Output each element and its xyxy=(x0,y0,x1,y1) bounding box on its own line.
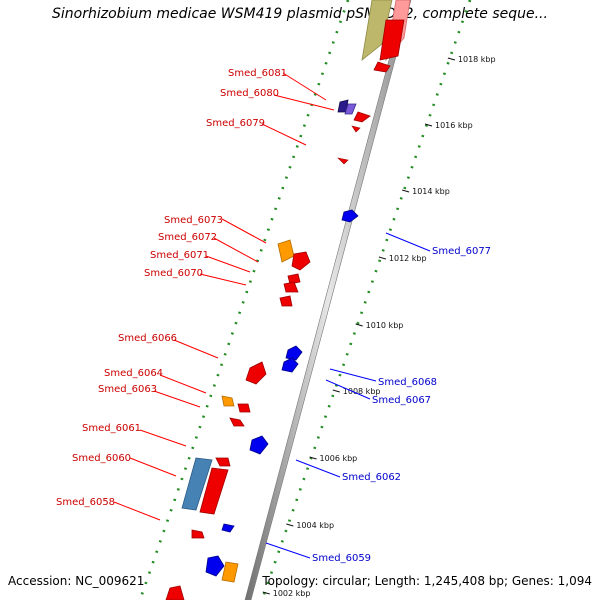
label-smed-6070[interactable]: Smed_6070 xyxy=(144,268,203,279)
ruler-tick xyxy=(286,523,294,527)
label-smed-6067[interactable]: Smed_6067 xyxy=(372,395,431,406)
gene-blue-bottom[interactable] xyxy=(205,555,225,577)
gene-smed-6066[interactable] xyxy=(245,361,267,385)
gene-smed-6064[interactable] xyxy=(221,395,235,407)
leader-smed-6060 xyxy=(129,457,177,477)
gene-red-c[interactable] xyxy=(279,295,293,307)
label-smed-6072[interactable]: Smed_6072 xyxy=(158,232,217,243)
gene-smed-6059[interactable] xyxy=(221,523,235,533)
outer-dotted-ruler xyxy=(260,0,472,600)
gene-smed-6067[interactable] xyxy=(281,357,299,373)
leader-smed-6077 xyxy=(385,232,431,252)
leader-smed-6067 xyxy=(325,379,371,400)
ruler-tick xyxy=(378,256,387,260)
label-smed-6066[interactable]: Smed_6066 xyxy=(118,333,177,344)
genome-backbone xyxy=(244,0,412,600)
gene-red-top[interactable] xyxy=(379,19,405,61)
leader-smed-6058 xyxy=(113,501,161,521)
leader-smed-6071 xyxy=(205,255,251,273)
leader-smed-6068 xyxy=(329,368,377,382)
gene-features xyxy=(165,0,411,600)
ruler-tick xyxy=(332,389,340,393)
gene-smed-6070[interactable] xyxy=(283,281,299,293)
leader-smed-6081 xyxy=(282,72,327,101)
gene-smed-6077[interactable] xyxy=(341,209,359,223)
label-smed-6080[interactable]: Smed_6080 xyxy=(220,88,279,99)
ruler-tick-label: 1002 kbp xyxy=(273,589,311,598)
gene-orange-bottom[interactable] xyxy=(221,561,239,583)
label-smed-6064[interactable]: Smed_6064 xyxy=(104,368,163,379)
leader-smed-6064 xyxy=(159,374,207,394)
gene-smed-6060-blue[interactable] xyxy=(181,457,213,511)
ruler-tick-label: 1010 kbp xyxy=(366,321,404,330)
gene-smed-6079[interactable] xyxy=(351,125,361,133)
leader-smed-6059 xyxy=(265,542,311,559)
label-smed-6073[interactable]: Smed_6073 xyxy=(164,215,223,226)
ruler-tick xyxy=(424,123,433,127)
label-smed-6058[interactable]: Smed_6058 xyxy=(56,497,115,508)
leader-smed-6073 xyxy=(221,218,267,244)
label-smed-6081[interactable]: Smed_6081 xyxy=(228,68,287,79)
gene-smed-6063[interactable] xyxy=(237,403,251,413)
leader-smed-6070 xyxy=(199,273,247,286)
gene-red-d[interactable] xyxy=(229,417,245,427)
ruler-tick xyxy=(262,591,270,595)
gene-smed-6058[interactable] xyxy=(191,529,205,539)
map-title: Sinorhizobium medicae WSM419 plasmid pSM… xyxy=(52,6,548,22)
ruler-tick-label: 1018 kbp xyxy=(458,55,496,64)
leader-smed-6061 xyxy=(139,429,187,447)
label-smed-6063[interactable]: Smed_6063 xyxy=(98,384,157,395)
label-smed-6071[interactable]: Smed_6071 xyxy=(150,250,209,261)
gene-smed-6071[interactable] xyxy=(287,273,301,285)
reverse-gene-labels: Smed_6077 Smed_6068 Smed_6067 Smed_6062 … xyxy=(265,232,491,564)
inner-dotted-ruler xyxy=(138,0,350,600)
ruler-tick-label: 1014 kbp xyxy=(412,187,450,196)
label-smed-6062[interactable]: Smed_6062 xyxy=(342,472,401,483)
accession-text: Accession: NC_009621 xyxy=(8,574,145,588)
gene-red-small-top[interactable] xyxy=(373,61,391,73)
gene-red-tiny[interactable] xyxy=(337,157,349,165)
label-smed-6059[interactable]: Smed_6059 xyxy=(312,553,371,564)
gene-smed-6081[interactable] xyxy=(353,111,371,123)
forward-gene-labels: Smed_6081 Smed_6080 Smed_6079 Smed_6073 … xyxy=(56,68,335,521)
ruler-tick xyxy=(447,57,456,61)
gene-red-bottom[interactable] xyxy=(165,585,185,600)
leader-smed-6079 xyxy=(261,123,307,146)
summary-text: Topology: circular; Length: 1,245,408 bp… xyxy=(262,574,592,588)
ruler-tick-label: 1006 kbp xyxy=(320,454,358,463)
label-smed-6068[interactable]: Smed_6068 xyxy=(378,377,437,388)
leader-smed-6080 xyxy=(273,94,335,111)
ruler-ticks: 1002 kbp 1004 kbp 1006 kbp 1008 kbp 1010 kbp… xyxy=(262,55,496,598)
gene-smed-6073[interactable] xyxy=(277,239,295,263)
label-smed-6077[interactable]: Smed_6077 xyxy=(432,246,491,257)
leader-smed-6066 xyxy=(173,339,219,359)
ruler-tick-label: 1012 kbp xyxy=(389,254,427,263)
label-smed-6060[interactable]: Smed_6060 xyxy=(72,453,131,464)
gene-smed-6072[interactable] xyxy=(291,251,311,271)
ruler-tick xyxy=(355,323,363,327)
ruler-tick-label: 1008 kbp xyxy=(343,387,381,396)
label-smed-6079[interactable]: Smed_6079 xyxy=(206,118,265,129)
leader-smed-6072 xyxy=(213,237,259,263)
label-smed-6061[interactable]: Smed_6061 xyxy=(82,423,141,434)
ruler-tick-label: 1016 kbp xyxy=(435,121,473,130)
ruler-tick-label: 1004 kbp xyxy=(296,521,334,530)
gene-smed-6080b[interactable] xyxy=(344,103,357,115)
gene-smed-6060[interactable] xyxy=(199,467,229,515)
ruler-tick xyxy=(401,189,410,193)
leader-smed-6062 xyxy=(295,459,341,478)
gene-smed-6061[interactable] xyxy=(215,457,231,467)
leader-smed-6063 xyxy=(153,390,201,408)
gene-smed-6062[interactable] xyxy=(249,435,269,455)
gene-smed-6068[interactable] xyxy=(285,345,303,361)
ruler-tick xyxy=(309,456,317,460)
